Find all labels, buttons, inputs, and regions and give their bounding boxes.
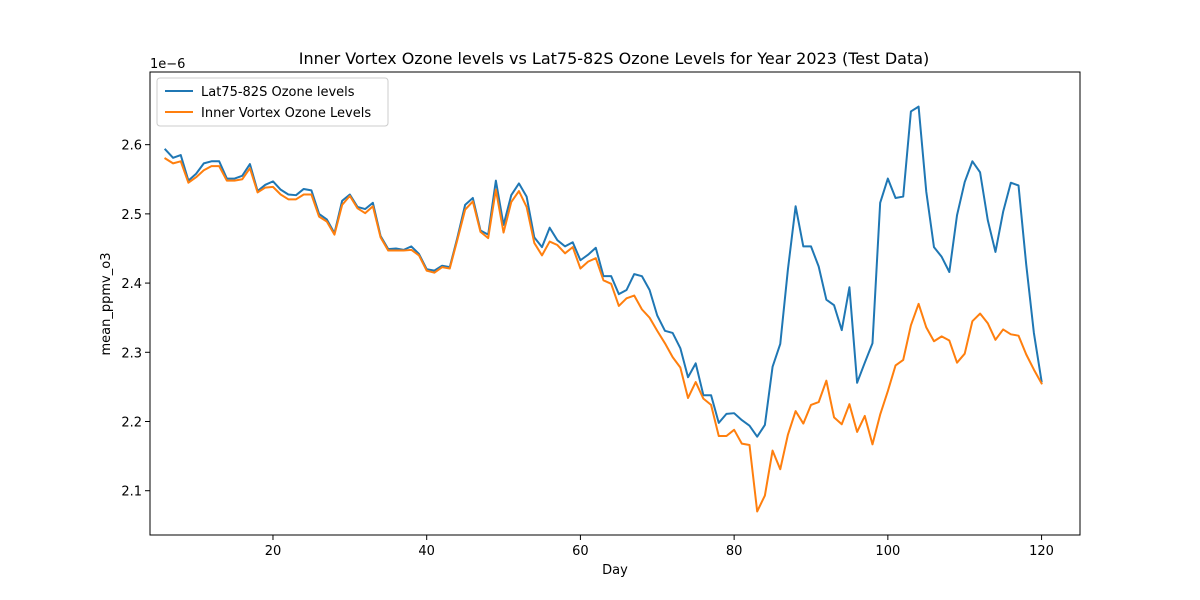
x-tick-label: 40	[418, 544, 435, 559]
y-tick-label: 2.6	[121, 139, 142, 154]
series-line-2	[163, 157, 1043, 513]
y-axis-label: mean_ppmv_o3	[99, 253, 114, 356]
x-tick-label: 20	[265, 544, 282, 559]
chart-title: Inner Vortex Ozone levels vs Lat75-82S O…	[299, 49, 930, 68]
series-line-1	[163, 105, 1043, 438]
legend-label-1: Lat75-82S Ozone levels	[201, 85, 355, 100]
y-tick-label: 2.5	[121, 208, 142, 223]
y-tick-label: 2.4	[121, 277, 142, 292]
y-tick-label: 2.3	[121, 346, 142, 361]
x-tick-label: 60	[572, 544, 589, 559]
y-tick-label: 2.1	[121, 485, 142, 500]
legend-label-2: Inner Vortex Ozone Levels	[201, 106, 371, 121]
x-tick-label: 80	[726, 544, 743, 559]
y-offset-label: 1e−6	[150, 57, 185, 72]
x-axis-label: Day	[602, 563, 628, 578]
x-tick-label: 120	[1029, 544, 1054, 559]
plot-area: 20 40 60 80 100 120 2.1 2.2 2.3 2.4 2.5 2.6	[121, 71, 1081, 559]
legend-box	[156, 77, 389, 127]
axes-frame	[149, 71, 1081, 536]
x-tick-label: 100	[875, 544, 900, 559]
legend: Lat75-82S Ozone levels Inner Vortex Ozone…	[156, 77, 389, 127]
y-tick-label: 2.2	[121, 415, 142, 430]
